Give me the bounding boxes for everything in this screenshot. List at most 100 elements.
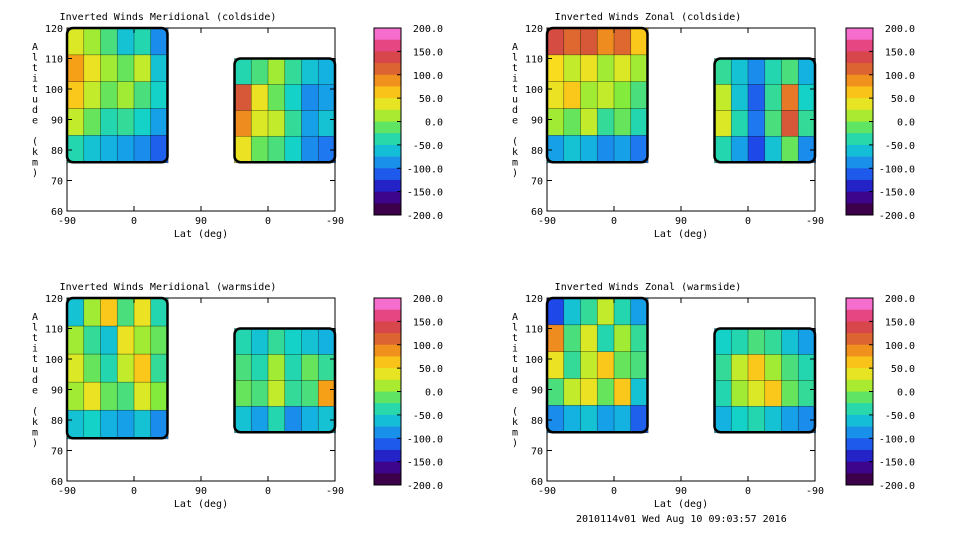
heatmap-cell <box>116 325 135 356</box>
heatmap-cell <box>250 328 269 356</box>
x-tick-label: 90 <box>195 486 207 497</box>
heatmap-cell <box>317 380 336 408</box>
heatmap-cell <box>730 380 749 408</box>
heatmap-cell <box>100 81 119 110</box>
data-region-1 <box>65 26 169 164</box>
heatmap-cell <box>284 328 303 356</box>
heatmap-cell <box>234 135 253 164</box>
x-tick-label: 0 <box>265 216 271 227</box>
heatmap-cell <box>116 353 135 384</box>
colorbar-label: -150.0 <box>879 188 915 199</box>
heatmap-cell <box>596 324 615 353</box>
colorbar-swatch <box>374 426 401 439</box>
data-region-2 <box>233 327 337 434</box>
heatmap-cell <box>563 135 582 164</box>
heatmap-cell <box>546 81 565 110</box>
heatmap-cell <box>747 135 766 164</box>
heatmap-cell <box>100 297 119 327</box>
heatmap-cell <box>781 135 800 164</box>
colorbar-label: -50.0 <box>885 141 915 152</box>
colorbar-swatch <box>846 321 873 334</box>
heatmap-cell <box>797 328 816 356</box>
heatmap-cell <box>730 84 749 112</box>
heatmap-cell <box>133 381 152 412</box>
heatmap-cell <box>730 58 749 86</box>
x-axis-label: Lat (deg) <box>654 499 708 510</box>
heatmap-cell <box>83 297 102 327</box>
data-region-1 <box>545 296 649 434</box>
heatmap-cell <box>66 27 85 56</box>
heatmap-cell <box>317 328 336 356</box>
heatmap-cell <box>150 54 169 83</box>
heatmap-cell <box>301 110 320 138</box>
colorbar-swatch <box>846 449 873 463</box>
x-tick-label: 0 <box>745 486 751 497</box>
chart-panel-4: 60 70 80 90 100 110 120 -90 0 90 0 -90 Inverted Wind… <box>512 282 915 510</box>
x-tick-label: 90 <box>675 216 687 227</box>
colorbar-label: 50.0 <box>891 364 915 375</box>
heatmap-cell <box>301 380 320 408</box>
colorbar-swatch <box>374 321 401 334</box>
heatmap-cell <box>83 81 102 110</box>
colorbar-swatch <box>846 51 873 64</box>
data-region-2 <box>713 327 817 434</box>
heatmap-cell <box>764 354 783 382</box>
heatmap-cell <box>764 135 783 164</box>
colorbar-label: 0.0 <box>425 118 443 129</box>
heatmap-cell <box>83 381 102 412</box>
y-tick-label: 60 <box>51 477 63 488</box>
heatmap-cell <box>267 84 286 112</box>
heatmap-cell <box>100 54 119 83</box>
heatmap-cell <box>714 135 733 164</box>
colorbar-swatch <box>374 86 401 99</box>
heatmap-cell <box>301 354 320 382</box>
heatmap-cell <box>284 135 303 164</box>
colorbar-swatch <box>846 168 873 181</box>
y-tick-label: 60 <box>51 207 63 218</box>
heatmap-cell <box>781 380 800 408</box>
heatmap-cell <box>150 409 169 440</box>
heatmap-cell <box>317 354 336 382</box>
colorbar-swatch <box>846 121 873 134</box>
colorbar-swatch <box>846 473 873 486</box>
y-tick-label: 120 <box>45 294 63 305</box>
colorbar-label: -100.0 <box>879 434 915 445</box>
colorbar-label: -50.0 <box>885 411 915 422</box>
colorbar-label: 100.0 <box>885 341 915 352</box>
heatmap-cell <box>150 325 169 356</box>
y-tick-label: 90 <box>51 386 63 397</box>
y-tick-label: 60 <box>531 207 543 218</box>
y-tick-label: 80 <box>531 146 543 157</box>
data-region-2 <box>713 57 817 164</box>
heatmap-cell <box>267 328 286 356</box>
colorbar-label: 200.0 <box>413 294 443 305</box>
heatmap-cell <box>714 84 733 112</box>
heatmap-cell <box>284 354 303 382</box>
colorbar-label: -200.0 <box>407 481 443 492</box>
x-tick-label: -90 <box>58 486 76 497</box>
y-tick-label: 70 <box>51 447 63 458</box>
heatmap-cell <box>133 353 152 384</box>
y-tick-label: 100 <box>45 355 63 366</box>
heatmap-cell <box>133 325 152 356</box>
heatmap-cell <box>250 84 269 112</box>
colorbar-swatch <box>846 333 873 346</box>
x-tick-label: 0 <box>745 216 751 227</box>
colorbar-swatch <box>374 356 401 369</box>
heatmap-cell <box>116 297 135 327</box>
colorbar-label: 0.0 <box>897 388 915 399</box>
heatmap-cell <box>613 351 632 380</box>
heatmap-cell <box>83 54 102 83</box>
colorbar-swatch <box>374 63 401 76</box>
colorbar-swatch <box>846 344 873 357</box>
heatmap-cell <box>133 409 152 440</box>
heatmap-cell <box>580 27 599 56</box>
chart-title: Inverted Winds Zonal (coldside) <box>555 12 742 23</box>
heatmap-cell <box>284 84 303 112</box>
heatmap-cell <box>580 81 599 110</box>
heatmap-cell <box>747 110 766 138</box>
colorbar-label: 150.0 <box>413 47 443 58</box>
x-tick-label: 0 <box>131 486 137 497</box>
heatmap-cell <box>250 405 269 434</box>
